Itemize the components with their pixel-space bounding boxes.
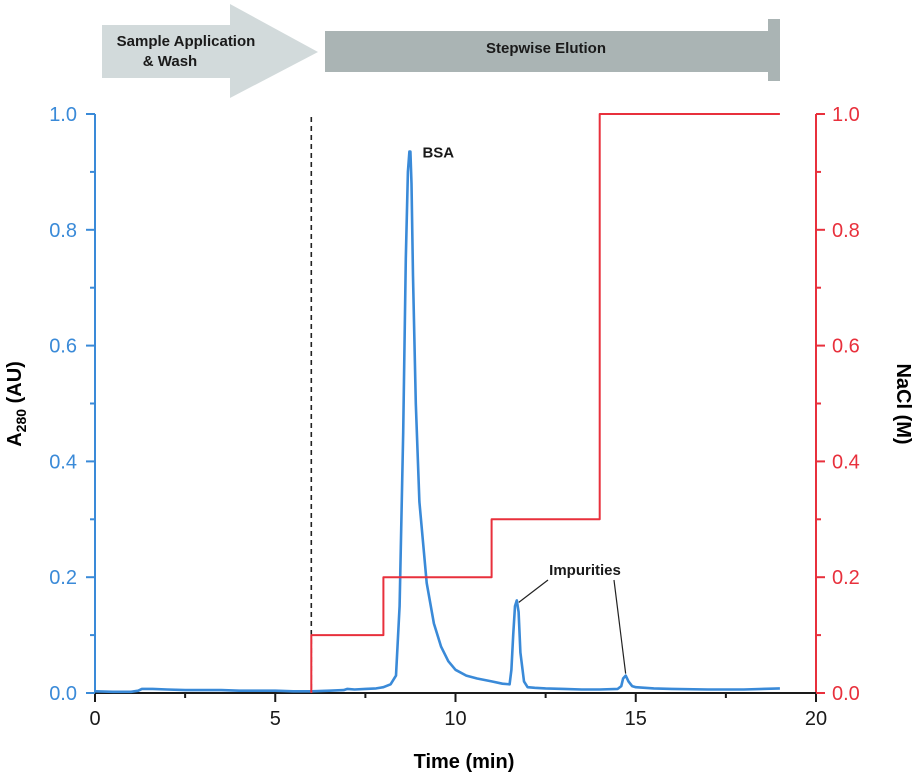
sample-application-label: Sample Application bbox=[117, 33, 256, 50]
x-tick-label: 5 bbox=[270, 708, 281, 730]
left-y-tick-label: 0.0 bbox=[49, 683, 77, 705]
left-y-tick-label: 0.6 bbox=[49, 336, 77, 358]
left-y-tick-label: 0.8 bbox=[49, 220, 77, 242]
phase-banners: Sample Application & Wash Stepwise Eluti… bbox=[102, 4, 780, 98]
left-y-tick-label: 0.4 bbox=[49, 451, 77, 473]
right-y-tick-label: 1.0 bbox=[832, 104, 860, 126]
sample-application-arrow bbox=[102, 4, 318, 98]
axes bbox=[94, 114, 817, 694]
left-y-axis-title: A280 (AU) bbox=[4, 361, 29, 447]
impurities-label: Impurities bbox=[549, 562, 621, 579]
absorbance-trace-line bbox=[94, 150, 780, 694]
plot-area: BSA Impurities bbox=[94, 113, 780, 694]
stepwise-elution-arrow bbox=[325, 19, 780, 81]
left-y-tick-label: 1.0 bbox=[49, 104, 77, 126]
ticks: 0 5 10 15 200.00.20.40.60.81.00.00.20.40.60.… bbox=[49, 104, 860, 730]
x-tick-label: 20 bbox=[805, 708, 827, 730]
right-y-axis-title: NaCl (M) bbox=[892, 363, 914, 444]
x-tick-label: 10 bbox=[444, 708, 466, 730]
right-y-tick-label: 0.8 bbox=[832, 220, 860, 242]
impurities-leader-line-2 bbox=[613, 579, 627, 674]
right-y-tick-label: 0.2 bbox=[832, 567, 860, 589]
right-y-tick-label: 0.4 bbox=[832, 451, 860, 473]
bsa-peak-label: BSA bbox=[422, 145, 454, 162]
wash-label: & Wash bbox=[143, 53, 197, 70]
x-tick-label: 15 bbox=[625, 708, 647, 730]
impurities-leader-line-1 bbox=[518, 579, 549, 603]
right-y-tick-label: 0.6 bbox=[832, 336, 860, 358]
x-axis-title: Time (min) bbox=[414, 751, 515, 773]
right-y-tick-label: 0.0 bbox=[832, 683, 860, 705]
left-y-tick-label: 0.2 bbox=[49, 567, 77, 589]
x-tick-label: 0 bbox=[89, 708, 100, 730]
nacl-gradient-line bbox=[310, 113, 780, 693]
stepwise-elution-label: Stepwise Elution bbox=[486, 40, 606, 57]
